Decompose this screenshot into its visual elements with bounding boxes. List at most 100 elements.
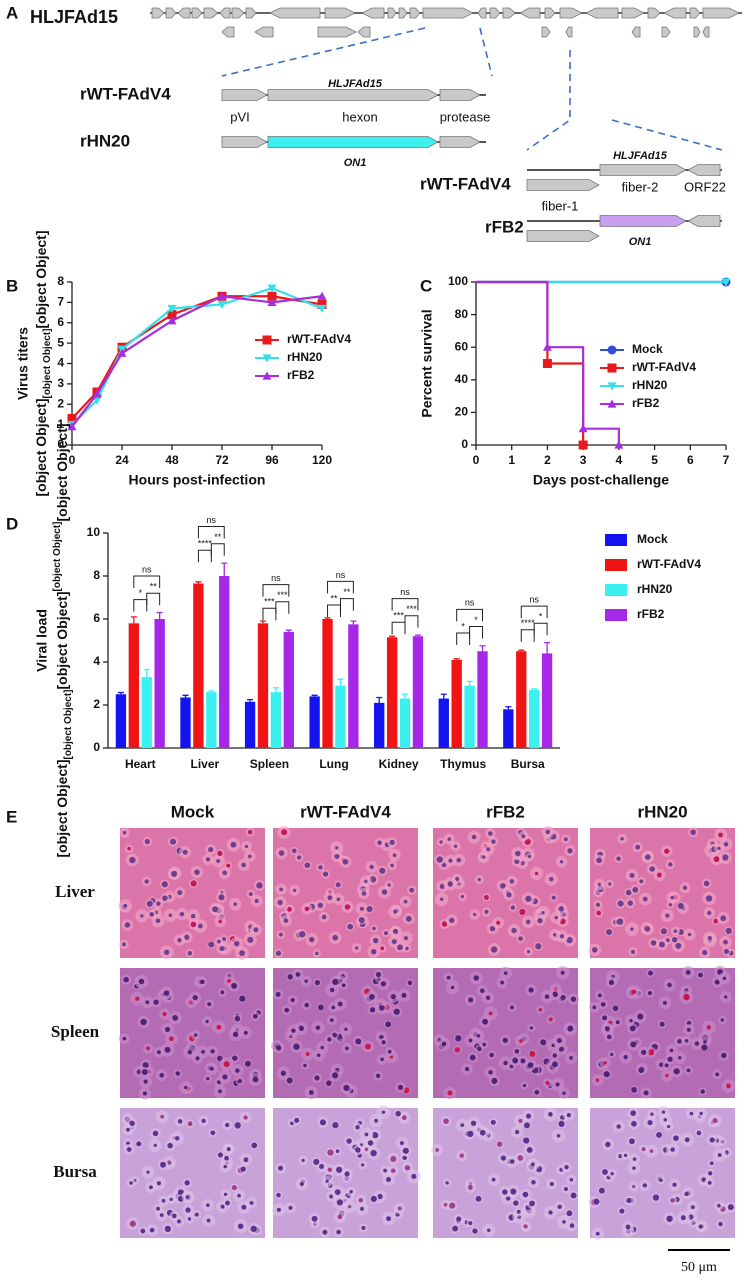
nucleus xyxy=(223,1192,228,1197)
nucleus xyxy=(190,921,197,928)
nucleus xyxy=(237,1223,244,1229)
nucleus xyxy=(447,837,452,841)
nucleus xyxy=(548,1017,553,1022)
nucleus xyxy=(662,1000,667,1005)
nucleus xyxy=(562,1220,566,1224)
error-bar xyxy=(466,680,473,686)
nucleus xyxy=(197,923,203,929)
x-tick-label: 1 xyxy=(508,453,515,467)
bar xyxy=(374,702,385,748)
legend-swatch xyxy=(605,584,627,596)
nucleus xyxy=(698,972,703,978)
nucleus xyxy=(659,1178,663,1182)
nucleus xyxy=(723,842,729,847)
nucleus xyxy=(709,1161,714,1166)
nucleus xyxy=(349,1190,353,1194)
nucleus xyxy=(311,1215,318,1222)
nucleus xyxy=(344,904,351,910)
x-tick-label: Kidney xyxy=(379,757,419,771)
nucleus xyxy=(665,1073,669,1078)
nucleus xyxy=(554,915,559,920)
gene-arrow xyxy=(702,26,710,38)
error-bar xyxy=(117,691,124,695)
nucleus xyxy=(364,1132,369,1137)
nucleus xyxy=(510,905,516,910)
nucleus xyxy=(358,917,365,924)
nucleus xyxy=(308,1090,314,1095)
nucleus xyxy=(206,1218,211,1223)
nucleus xyxy=(545,829,551,835)
nucleus xyxy=(162,1011,167,1017)
significance-label: ns xyxy=(529,594,539,604)
genome-name: HLJFAd15 xyxy=(30,7,118,27)
nucleus xyxy=(500,1155,507,1161)
nucleus xyxy=(514,1049,520,1054)
marker xyxy=(721,278,731,287)
nucleus xyxy=(360,1206,364,1211)
nucleus xyxy=(293,1043,300,1050)
nucleus xyxy=(140,1228,146,1234)
legend-label: rHN20 xyxy=(637,582,673,596)
nucleus xyxy=(445,1181,449,1185)
y-axis-title: Percent survival xyxy=(419,309,435,417)
nucleus xyxy=(318,865,323,870)
error-bar xyxy=(143,668,150,678)
nucleus xyxy=(629,1025,636,1032)
significance-bracket xyxy=(262,607,277,621)
nucleus xyxy=(334,853,340,859)
nucleus xyxy=(370,1149,377,1157)
gene-arrow xyxy=(151,7,165,19)
gene-arrow xyxy=(324,7,356,19)
nucleus xyxy=(319,1119,326,1126)
nucleus xyxy=(299,931,306,938)
nucleus xyxy=(526,1146,533,1153)
nucleus xyxy=(253,927,259,933)
nucleus xyxy=(523,1224,528,1229)
y-tick-label: 2 xyxy=(93,697,100,711)
nucleus xyxy=(452,1225,459,1232)
nucleus xyxy=(375,1073,381,1078)
nucleus xyxy=(347,923,354,930)
nucleus xyxy=(218,919,223,924)
nucleus xyxy=(149,912,155,917)
nucleus xyxy=(379,867,386,874)
nucleus xyxy=(407,980,413,986)
nucleus xyxy=(560,994,566,1001)
nucleus xyxy=(515,1130,520,1135)
y-axis-unit-part: [object Object] xyxy=(42,328,53,398)
nucleus xyxy=(329,987,335,993)
marker xyxy=(614,440,624,449)
nucleus xyxy=(523,1137,530,1144)
bar xyxy=(503,709,514,748)
nucleus xyxy=(403,936,408,941)
legend-swatch xyxy=(605,559,627,571)
nucleus xyxy=(195,1056,200,1061)
gene-arrow xyxy=(661,26,671,38)
nucleus xyxy=(380,1057,384,1062)
marker xyxy=(607,363,617,373)
significance-label: **** xyxy=(198,539,213,549)
nucleus xyxy=(325,1179,329,1183)
error-bar xyxy=(402,693,409,699)
significance-bracket xyxy=(133,599,148,612)
nucleus xyxy=(231,982,238,989)
nucleus xyxy=(641,1147,646,1152)
nucleus xyxy=(366,905,373,913)
nucleus xyxy=(449,1202,456,1209)
nucleus xyxy=(200,979,205,985)
marker xyxy=(217,300,227,309)
nucleus xyxy=(374,1118,378,1123)
significance-bracket xyxy=(339,598,354,611)
nucleus xyxy=(393,1008,400,1015)
nucleus xyxy=(244,844,249,849)
y-axis-unit: [object Object][object Object][object Ob… xyxy=(52,423,74,857)
nucleus xyxy=(301,1158,305,1163)
nucleus xyxy=(218,1089,222,1094)
nucleus xyxy=(526,950,531,954)
nucleus xyxy=(355,1125,360,1130)
x-tick-label: Lung xyxy=(319,757,348,771)
nucleus xyxy=(230,841,237,848)
nucleus xyxy=(247,936,254,943)
nucleus xyxy=(555,1082,560,1087)
marker xyxy=(607,345,617,355)
